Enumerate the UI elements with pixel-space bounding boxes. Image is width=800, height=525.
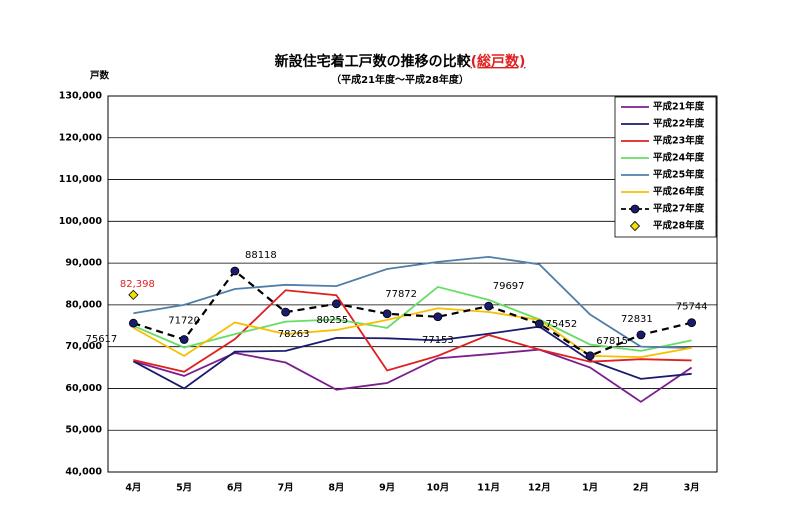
point-marker bbox=[281, 307, 291, 317]
x-tick-label: 5月 bbox=[176, 483, 192, 494]
legend-label: 平成24年度 bbox=[653, 152, 705, 164]
data-label: 77872 bbox=[385, 289, 417, 300]
point-marker bbox=[484, 301, 494, 311]
legend-label: 平成23年度 bbox=[653, 135, 705, 147]
title-main: 新設住宅着工戸数の推移の比較 bbox=[275, 53, 472, 70]
x-tick-label: 11月 bbox=[477, 483, 500, 494]
series-line bbox=[132, 307, 692, 359]
point-marker bbox=[687, 318, 697, 328]
y-tick-label: 60,000 bbox=[65, 383, 102, 394]
x-tick-label: 9月 bbox=[379, 483, 395, 494]
y-tick-label: 50,000 bbox=[65, 425, 102, 436]
point-marker bbox=[636, 330, 646, 340]
y-tick-label: 120,000 bbox=[59, 132, 103, 143]
series-line bbox=[133, 285, 692, 352]
title-highlight: (総戸数) bbox=[471, 53, 526, 70]
series-line bbox=[132, 325, 692, 390]
series-line bbox=[133, 255, 692, 349]
x-tick-label: 8月 bbox=[328, 483, 344, 494]
chart-subtitle: （平成21年度～平成28年度） bbox=[331, 73, 469, 86]
point-marker bbox=[382, 309, 392, 319]
data-label: 82,398 bbox=[120, 279, 155, 290]
y-tick-label: 70,000 bbox=[65, 341, 102, 352]
legend-label: 平成28年度 bbox=[653, 220, 705, 232]
legend-label: 平成25年度 bbox=[653, 169, 705, 181]
series-line bbox=[133, 269, 692, 358]
chart-title: 新設住宅着工戸数の推移の比較(総戸数) bbox=[275, 53, 526, 70]
data-label: 77153 bbox=[422, 335, 454, 346]
x-tick-label: 2月 bbox=[633, 483, 649, 494]
point-marker bbox=[534, 319, 544, 329]
data-label: 72831 bbox=[621, 314, 653, 325]
point-marker bbox=[630, 204, 640, 214]
data-label: 88118 bbox=[245, 250, 277, 261]
point-marker bbox=[433, 312, 443, 322]
data-label: 78263 bbox=[278, 329, 310, 340]
x-tick-label: 12月 bbox=[528, 483, 551, 494]
data-label: 75744 bbox=[676, 302, 708, 313]
legend-label: 平成26年度 bbox=[653, 186, 705, 198]
data-label: 67815 bbox=[596, 336, 628, 347]
y-tick-label: 40,000 bbox=[65, 467, 102, 478]
plot-frame bbox=[107, 95, 718, 473]
y-tick-label: 100,000 bbox=[59, 216, 103, 227]
y-tick-label: 110,000 bbox=[59, 174, 103, 185]
legend-box bbox=[614, 96, 717, 238]
legend-label: 平成21年度 bbox=[653, 101, 705, 113]
point-marker bbox=[230, 266, 240, 276]
data-label: 75452 bbox=[545, 319, 577, 330]
point-marker bbox=[585, 351, 595, 361]
y-tick-label: 90,000 bbox=[65, 258, 102, 269]
y-tick-label: 130,000 bbox=[59, 91, 103, 102]
data-label: 75617 bbox=[85, 334, 117, 345]
legend: 平成21年度平成22年度平成23年度平成24年度平成25年度平成26年度平成27… bbox=[614, 96, 717, 238]
point-marker bbox=[128, 318, 138, 328]
x-tick-label: 6月 bbox=[227, 483, 243, 494]
point-marker bbox=[629, 220, 641, 232]
data-label: 80255 bbox=[316, 315, 348, 326]
x-tick-label: 3月 bbox=[684, 483, 700, 494]
y-axis-label: 戸数 bbox=[90, 70, 110, 82]
point-marker bbox=[331, 299, 341, 309]
x-tick-label: 7月 bbox=[278, 483, 294, 494]
point-marker bbox=[128, 289, 139, 300]
point-marker bbox=[179, 335, 189, 344]
x-tick-label: 4月 bbox=[125, 483, 141, 494]
legend-label: 平成22年度 bbox=[653, 118, 705, 130]
series-line bbox=[133, 289, 692, 373]
data-label: 79697 bbox=[493, 281, 525, 292]
data-label: 71720 bbox=[168, 315, 200, 326]
legend-label: 平成27年度 bbox=[653, 203, 705, 215]
x-tick-label: 10月 bbox=[427, 483, 450, 494]
x-tick-label: 1月 bbox=[582, 483, 598, 494]
y-tick-label: 80,000 bbox=[65, 299, 102, 310]
